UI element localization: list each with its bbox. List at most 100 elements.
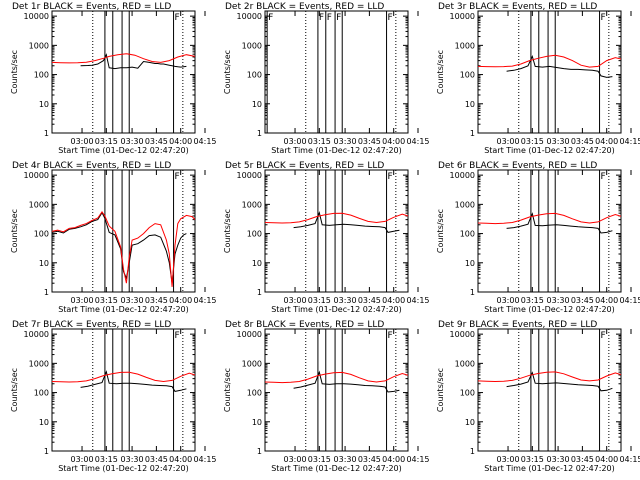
panel-5-series-lld: [265, 212, 408, 224]
panel-4-ytick-label: 10000: [24, 171, 49, 180]
panel-1-series-lld: [52, 53, 195, 64]
panel-2-ytick-label: 1000: [242, 41, 262, 50]
panel-9-plot-frame: [477, 328, 622, 452]
panel-7-xtick-label: 04:15: [193, 455, 216, 464]
panel-3-xtick-label: 03:00: [496, 137, 519, 146]
panel-4-xtick-label: 03:00: [70, 296, 93, 305]
panel-1-ytick-label: 1: [44, 129, 49, 138]
panel-9-ytick-label: 1: [470, 447, 475, 456]
panel-2-flag-label: F: [268, 13, 273, 23]
panel-4-ytick-label: 10: [39, 259, 49, 268]
panel-4-ytick-label: 1000: [29, 200, 49, 209]
panel-2-xtick-label: 03:45: [358, 137, 381, 146]
panel-1-xtick-label: 04:15: [193, 137, 216, 146]
panel-5-ytick-label: 100: [247, 230, 262, 239]
panel-6-flag-label: F: [601, 172, 606, 182]
panel-7-ytick-label: 10000: [24, 330, 49, 339]
panel-8-panel: Det 8r BLACK = Events, RED = LLD 1 10 100 10…: [223, 320, 430, 473]
panel-5-panel: Det 5r BLACK = Events, RED = LLD 1 10 100 10…: [223, 161, 430, 314]
panel-5-xtick-label: 04:15: [406, 296, 429, 305]
panel-3-xtick-label: 03:30: [547, 137, 570, 146]
panel-3-ytick-label: 1000: [455, 41, 475, 50]
panel-4-flag-label: F: [175, 172, 180, 182]
panel-5-plot-frame: [264, 169, 409, 293]
panel-4-ytick-label: 1: [44, 288, 49, 297]
panel-7-plot-frame: [51, 328, 196, 452]
panel-6-plot-frame: [477, 169, 622, 293]
panel-5-xlabel: Start Time (01-Dec-12 02:47:20): [271, 305, 402, 314]
panel-8-xtick-label: 03:30: [334, 455, 357, 464]
panel-7-xlabel: Start Time (01-Dec-12 02:47:20): [58, 464, 189, 473]
panel-9-xtick-label: 04:15: [619, 455, 640, 464]
panel-6-ylabel: Counts/sec: [436, 209, 445, 253]
panel-3-ylabel: Counts/sec: [436, 50, 445, 94]
panel-6-xlabel: Start Time (01-Dec-12 02:47:20): [484, 305, 615, 314]
panel-1-flag-label: F: [175, 13, 180, 23]
panel-1-ytick-label: 1000: [29, 41, 49, 50]
panel-7-ytick-label: 1: [44, 447, 49, 456]
panel-7-xtick-label: 03:30: [121, 455, 144, 464]
panel-5-ytick-label: 1: [257, 288, 262, 297]
panel-4-xtick-label: 04:00: [169, 296, 192, 305]
panel-5-ytick-label: 1000: [242, 200, 262, 209]
panel-3-xtick-label: 03:15: [521, 137, 544, 146]
panel-4-panel: Det 4r BLACK = Events, RED = LLD 1 10 100 10…: [10, 161, 217, 314]
panel-3-panel: Det 3r BLACK = Events, RED = LLD 1 10 100 10…: [436, 2, 640, 155]
panel-1-ytick-label: 10000: [24, 12, 49, 21]
panel-9-xtick-label: 04:00: [595, 455, 618, 464]
panel-6-xtick-label: 04:00: [595, 296, 618, 305]
panel-4-series-events: [52, 211, 187, 284]
panel-4-title: Det 4r BLACK = Events, RED = LLD: [12, 161, 171, 171]
panel-8-ytick-label: 1: [257, 447, 262, 456]
panel-3-flag-label: F: [601, 13, 606, 23]
panel-2-xtick-label: 04:00: [382, 137, 405, 146]
panel-5-xtick-label: 04:00: [382, 296, 405, 305]
panel-8-flag-label: F: [388, 331, 393, 341]
panel-3-xtick-label: 04:00: [595, 137, 618, 146]
panel-7-xtick-label: 03:45: [145, 455, 168, 464]
panel-3-ytick-label: 1: [470, 129, 475, 138]
panel-2-title: Det 2r BLACK = Events, RED = LLD: [225, 2, 384, 12]
panel-4-ytick-label: 100: [34, 230, 49, 239]
panel-7-title: Det 7r BLACK = Events, RED = LLD: [12, 320, 171, 330]
panel-9-panel: Det 9r BLACK = Events, RED = LLD 1 10 100 10…: [436, 320, 640, 473]
panel-9-xlabel: Start Time (01-Dec-12 02:47:20): [484, 464, 615, 473]
panel-2-panel: Det 2r BLACK = Events, RED = LLD 1 10 100 10…: [223, 2, 430, 155]
panel-1-title: Det 1r BLACK = Events, RED = LLD: [12, 2, 171, 12]
panel-2-xlabel: Start Time (01-Dec-12 02:47:20): [271, 146, 402, 155]
panel-1-series-events: [80, 53, 187, 70]
panel-6-ytick-label: 1: [470, 288, 475, 297]
panel-6-series-lld: [478, 212, 621, 225]
panel-8-series-lld: [265, 371, 408, 384]
panel-1-ylabel: Counts/sec: [10, 50, 19, 94]
panel-5-xtick-label: 03:30: [334, 296, 357, 305]
panel-2-xtick-label: 03:15: [308, 137, 331, 146]
panel-2-flag-label: F: [388, 13, 393, 23]
panel-8-ytick-label: 10000: [237, 330, 262, 339]
panel-6-title: Det 6r BLACK = Events, RED = LLD: [438, 161, 597, 171]
panel-5-ytick-label: 10000: [237, 171, 262, 180]
panel-8-ytick-label: 10: [252, 418, 262, 427]
panel-2-flag-label: F: [336, 13, 341, 23]
panel-2-ylabel: Counts/sec: [223, 50, 232, 94]
panel-4-series-lld: [52, 211, 195, 287]
panel-9-ylabel: Counts/sec: [436, 368, 445, 412]
panel-1-ytick-label: 10: [39, 100, 49, 109]
panel-2-xtick-label: 03:00: [283, 137, 306, 146]
panel-9-title: Det 9r BLACK = Events, RED = LLD: [438, 320, 597, 330]
panel-2-ytick-label: 10000: [237, 12, 262, 21]
panel-1-ytick-label: 100: [34, 71, 49, 80]
panel-7-ytick-label: 100: [34, 389, 49, 398]
panel-7-series-events: [80, 370, 187, 392]
panel-4-xtick-label: 03:45: [145, 296, 168, 305]
panel-9-ytick-label: 100: [460, 389, 475, 398]
panel-4-ylabel: Counts/sec: [10, 209, 19, 253]
panel-8-series-events: [293, 370, 400, 393]
panel-6-xtick-label: 03:15: [521, 296, 544, 305]
panel-3-xtick-label: 03:45: [571, 137, 594, 146]
panel-8-title: Det 8r BLACK = Events, RED = LLD: [225, 320, 384, 330]
panel-6-ytick-label: 10000: [450, 171, 475, 180]
panel-6-panel: Det 6r BLACK = Events, RED = LLD 1 10 100 10…: [436, 161, 640, 314]
panel-7-ylabel: Counts/sec: [10, 368, 19, 412]
panel-7-flag-label: F: [175, 331, 180, 341]
